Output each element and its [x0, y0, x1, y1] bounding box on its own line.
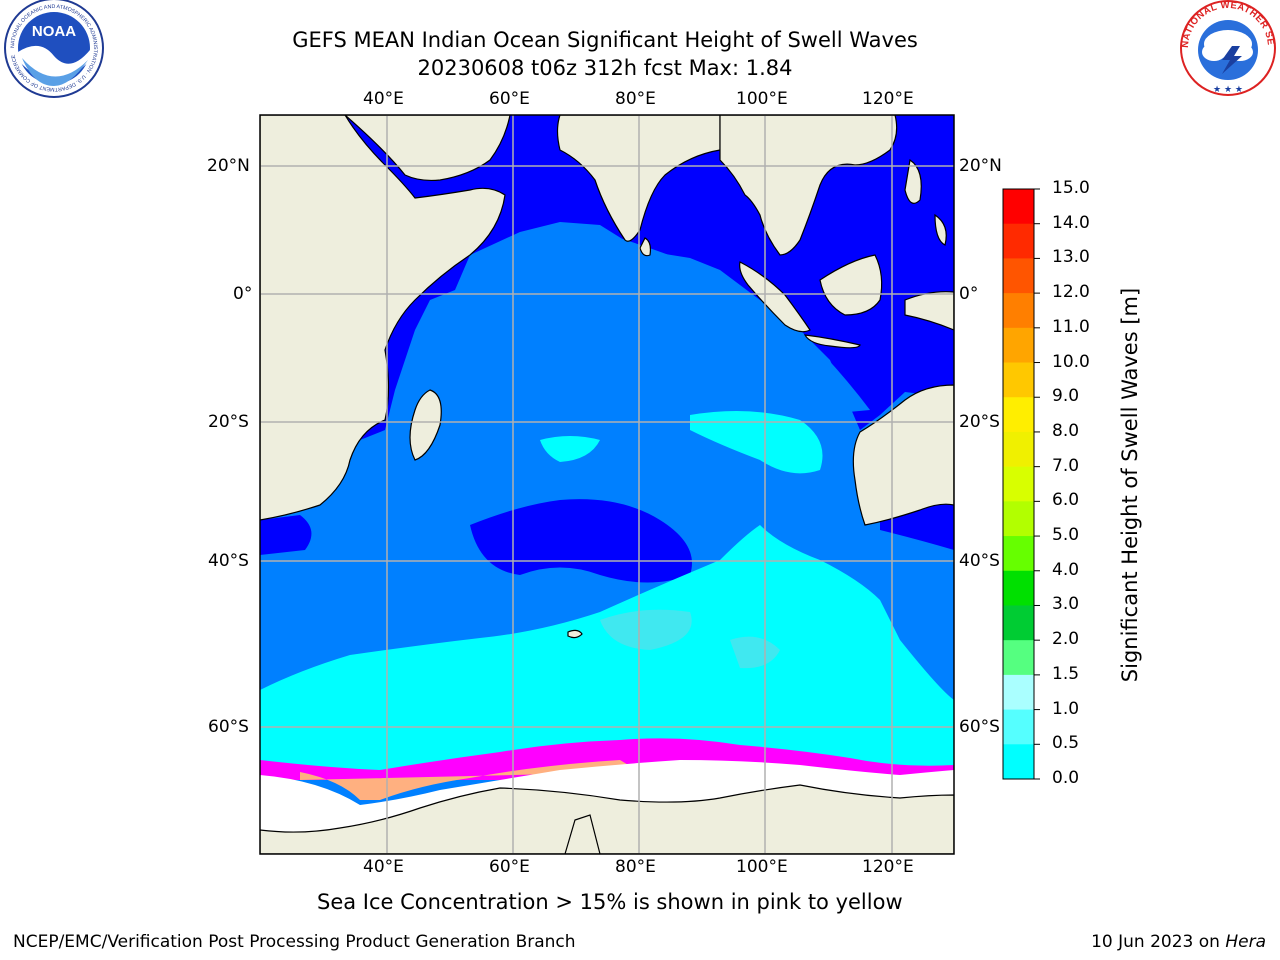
colorbar-tick-label: 0.5 — [1052, 733, 1080, 754]
colorbar-tick-label: 4.0 — [1052, 559, 1080, 580]
footer-date-text: 10 Jun 2023 on — [1091, 932, 1226, 952]
colorbar-segment — [1003, 189, 1034, 225]
map-gridlines — [260, 115, 954, 854]
land-antarctica-peninsula — [564, 814, 601, 854]
lon-tick-bottom-100e: 100°E — [736, 857, 788, 877]
footer-date: 10 Jun 2023 on Hera — [1091, 932, 1266, 952]
svg-text:NATIONAL WEATHER SERVICE: NATIONAL WEATHER SERVICE — [0, 0, 1276, 48]
lat-tick-left-60s: 60°S — [208, 717, 249, 737]
noaa-logo-icon: NOAA NATIONAL OCEANIC AND ATMOSPHERIC AD… — [4, 0, 104, 98]
map-area — [260, 115, 954, 854]
colorbar-segment — [1003, 466, 1034, 502]
lat-tick-right-60s: 60°S — [959, 717, 1000, 737]
land-australia — [852, 384, 954, 526]
colorbar-segment — [1003, 223, 1034, 259]
lon-tick-bottom-80e: 80°E — [615, 857, 656, 877]
colorbar-segment — [1003, 431, 1034, 468]
colorbar-segment — [1003, 536, 1034, 572]
land-indochina — [719, 115, 898, 256]
land-antarctica — [260, 784, 954, 854]
colorbar-segment — [1003, 362, 1034, 398]
colorbar-segment — [1003, 674, 1034, 711]
ocean-low-swell-west-patch — [260, 515, 312, 555]
land-kerguelen — [567, 629, 583, 639]
lat-tick-left-40s: 40°S — [208, 551, 249, 571]
land-sri-lanka — [639, 237, 652, 257]
ocean-swell-cyan-patch-2 — [540, 436, 600, 462]
colorbar-tick-label: 5.0 — [1052, 525, 1080, 546]
nws-logo-icon: NATIONAL WEATHER SERVICE ★ ★ ★ — [0, 0, 1276, 96]
colorbar — [1003, 188, 1040, 780]
colorbar-segment — [1003, 501, 1034, 537]
colorbar-segment — [1003, 327, 1034, 364]
land-philippines — [904, 158, 947, 246]
chart-title-line2: 20230608 t06z 312h fcst Max: 1.84 — [417, 56, 793, 80]
colorbar-segment — [1003, 605, 1034, 641]
colorbar-segment — [1003, 709, 1034, 745]
lon-tick-top-80e: 80°E — [615, 89, 656, 109]
colorbar-tick-label: 9.0 — [1052, 386, 1080, 407]
lon-tick-top-60e: 60°E — [489, 89, 530, 109]
colorbar-segment — [1003, 570, 1034, 606]
lon-tick-top-40e: 40°E — [363, 89, 404, 109]
ocean-swell-pale-patch-2 — [730, 636, 780, 669]
nws-ring-text: NATIONAL WEATHER SERVICE — [0, 0, 1275, 48]
colorbar-segment — [1003, 293, 1034, 329]
colorbar-tick-label: 7.0 — [1052, 455, 1080, 476]
colorbar-tick-label: 1.5 — [1052, 663, 1080, 684]
footer-host: Hera — [1225, 932, 1266, 952]
colorbar-tick-label: 13.0 — [1052, 247, 1090, 268]
colorbar-tick-label: 8.0 — [1052, 420, 1080, 441]
ocean-swell-cyan-patch-1 — [690, 411, 823, 474]
lon-tick-bottom-40e: 40°E — [363, 857, 404, 877]
land-java — [803, 334, 861, 349]
colorbar-segment — [1003, 640, 1034, 676]
colorbar-tick-label: 12.0 — [1052, 282, 1090, 303]
land-africa — [260, 115, 506, 521]
colorbar-segment — [1003, 744, 1034, 780]
colorbar-tick-label: 11.0 — [1052, 316, 1090, 337]
ocean-swell-cyan-band — [260, 525, 954, 780]
lat-tick-left-20n: 20°N — [207, 156, 250, 176]
colorbar-tick-label: 0.0 — [1052, 768, 1080, 788]
colorbar-tick-label: 10.0 — [1052, 351, 1090, 372]
lat-tick-left-0: 0° — [233, 284, 253, 304]
land-madagascar — [409, 389, 442, 461]
sea-ice-caption: Sea Ice Concentration > 15% is shown in … — [317, 890, 903, 914]
lat-tick-left-20s: 20°S — [208, 412, 249, 432]
colorbar-tick-label: 2.0 — [1052, 629, 1080, 650]
svg-text:★ ★ ★: ★ ★ ★ — [1213, 85, 1243, 95]
colorbar-segment — [1003, 258, 1034, 294]
lat-tick-right-40s: 40°S — [959, 551, 1000, 571]
colorbar-frame — [1002, 188, 1035, 780]
colorbar-tick-label: 15.0 — [1052, 178, 1090, 198]
noaa-wordmark: NOAA — [32, 23, 76, 40]
lon-tick-top-120e: 120°E — [862, 89, 914, 109]
lat-tick-right-20s: 20°S — [959, 412, 1000, 432]
chart-title-line1: GEFS MEAN Indian Ocean Significant Heigh… — [292, 28, 918, 52]
sea-ice-edge-orange — [300, 760, 640, 800]
footer-credit: NCEP/EMC/Verification Post Processing Pr… — [13, 932, 576, 952]
land-sumatra — [739, 261, 811, 333]
colorbar-tick-label: 3.0 — [1052, 594, 1080, 615]
lon-tick-top-100e: 100°E — [736, 89, 788, 109]
ocean-mid-central — [462, 232, 870, 420]
lon-tick-bottom-120e: 120°E — [862, 857, 914, 877]
colorbar-segment — [1003, 397, 1034, 433]
colorbar-label: Significant Height of Swell Waves [m] — [1118, 287, 1142, 683]
map-frame — [259, 114, 955, 855]
colorbar-tick-label: 14.0 — [1052, 212, 1090, 233]
colorbar-tick-label: 6.0 — [1052, 490, 1080, 511]
lat-tick-right-0: 0° — [959, 284, 979, 304]
ocean-swell-pale-patch — [600, 609, 692, 650]
land-borneo — [819, 254, 883, 316]
colorbar-tick-label: 1.0 — [1052, 698, 1080, 719]
lat-tick-right-20n: 20°N — [959, 156, 1002, 176]
lon-tick-bottom-60e: 60°E — [489, 857, 530, 877]
